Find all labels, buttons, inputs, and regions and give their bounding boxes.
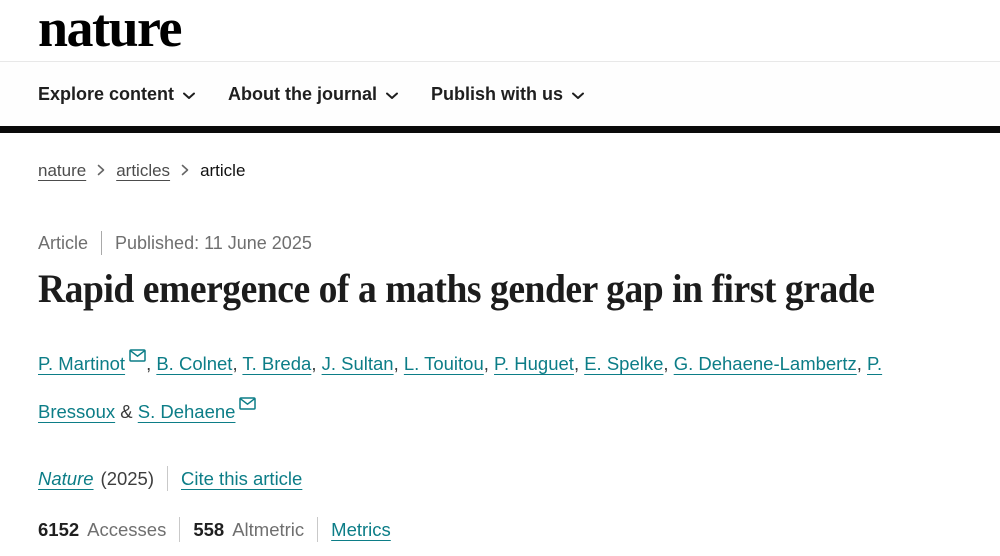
citation-info: Nature (2025) Cite this article [38, 466, 925, 491]
author-link[interactable]: J. Sultan [321, 353, 394, 374]
divider [179, 517, 181, 542]
chevron-right-icon [97, 161, 105, 181]
author-link[interactable]: S. Dehaene [137, 401, 236, 422]
author: B. Colnet, [156, 353, 242, 374]
breadcrumb-current: article [200, 161, 246, 180]
article-type-label: Article [38, 232, 89, 253]
author: J. Sultan, [322, 353, 404, 374]
logo-bar: nature [0, 0, 1000, 62]
author-separator: , [663, 353, 674, 374]
header-rule [0, 126, 1000, 133]
author: L. Touitou, [404, 353, 494, 374]
nav-item-explore-content[interactable]: Explore content [38, 83, 196, 105]
author-separator: , [573, 353, 585, 374]
author-link[interactable]: T. Breda [242, 353, 312, 374]
journal-year: (2025) [100, 467, 155, 489]
author-link[interactable]: L. Touitou [403, 353, 484, 374]
email-icon[interactable] [239, 393, 257, 414]
cite-this-article-link[interactable]: Cite this article [181, 467, 303, 489]
journal-link[interactable]: Nature [38, 467, 94, 489]
author: G. Dehaene-Lambertz, [674, 353, 867, 374]
published-date: Published: 11 June 2025 [115, 232, 312, 253]
altmetric-label: Altmetric [232, 518, 305, 540]
nav-item-about-the-journal[interactable]: About the journal [228, 83, 399, 105]
author-separator: & [115, 401, 138, 422]
author: S. Dehaene [137, 397, 257, 422]
nav-item-label: About the journal [228, 83, 378, 104]
author-separator: , [483, 353, 495, 374]
author-separator: , [232, 353, 243, 374]
nav-item-publish-with-us[interactable]: Publish with us [431, 83, 585, 105]
metrics-link[interactable]: Metrics [331, 518, 391, 540]
author: E. Spelke, [584, 353, 673, 374]
divider [167, 466, 169, 491]
author: P. Huguet, [494, 353, 584, 374]
article-header: nature articles article Article Publishe… [0, 161, 965, 542]
nature-logo[interactable]: nature [38, 0, 183, 58]
breadcrumb: nature articles article [38, 161, 925, 181]
email-icon[interactable] [129, 345, 146, 366]
accesses-label: Accesses [87, 518, 167, 540]
article-metrics: 6152 Accesses 558 Altmetric Metrics [38, 517, 925, 542]
author-link[interactable]: P. Martinot [38, 353, 126, 374]
author-link[interactable]: P. Huguet [494, 353, 574, 374]
nav-item-label: Publish with us [431, 83, 564, 104]
main-navigation: Explore content About the journal Publis… [0, 62, 1000, 126]
author-separator: , [146, 353, 157, 374]
author: T. Breda, [242, 353, 321, 374]
author: P. Bressoux & [38, 353, 882, 422]
breadcrumb-link-nature[interactable]: nature [38, 161, 87, 180]
publication-info: Article Published: 11 June 2025 [38, 231, 925, 255]
authors-list: P. Martinot, B. Colnet, T. Breda, J. Sul… [38, 336, 925, 432]
author-link[interactable]: B. Colnet [156, 353, 233, 374]
author: P. Martinot, [38, 349, 157, 374]
author-link[interactable]: E. Spelke [584, 353, 664, 374]
nav-item-label: Explore content [38, 83, 175, 104]
accesses-count: 6152 [38, 518, 80, 540]
author-link[interactable]: G. Dehaene-Lambertz [673, 353, 857, 374]
chevron-down-icon [386, 84, 399, 105]
breadcrumb-link-articles[interactable]: articles [116, 161, 171, 180]
altmetric-count: 558 [193, 518, 225, 540]
divider [101, 231, 103, 255]
chevron-down-icon [572, 84, 585, 105]
divider [317, 517, 319, 542]
author-separator: , [311, 353, 322, 374]
author-link[interactable]: P. Bressoux [38, 353, 883, 422]
article-title: Rapid emergence of a maths gender gap in… [38, 266, 875, 311]
site-header: nature Explore content About the journal… [0, 0, 1000, 133]
author-separator: , [856, 353, 868, 374]
author-separator: , [393, 353, 404, 374]
chevron-right-icon [181, 161, 189, 181]
chevron-down-icon [183, 84, 196, 105]
